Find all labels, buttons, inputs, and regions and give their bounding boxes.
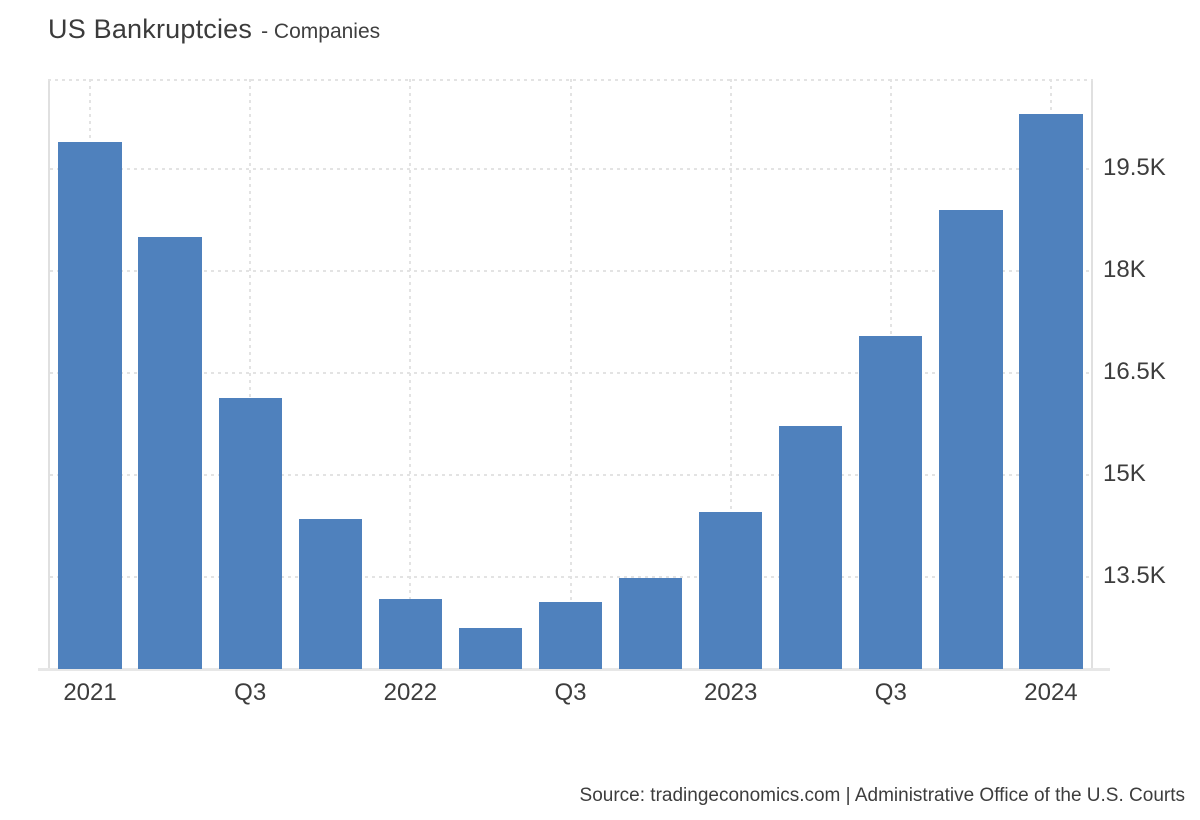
bar-2021-q1[interactable]: [58, 142, 122, 669]
bar-2024-q1[interactable]: [1019, 114, 1083, 669]
bar-2023-q3[interactable]: [859, 335, 923, 669]
bar-slot-2021-q4: [290, 79, 370, 669]
y-tick-label-15k: 15K: [1103, 459, 1146, 487]
x-tick-label-2021-q3: Q3: [234, 679, 267, 706]
bar-2021-q3[interactable]: [218, 397, 282, 669]
x-tick-label-2023-q1: 2023: [703, 679, 758, 706]
x-tick-label-2021-q1: 2021: [63, 679, 117, 706]
bar-slot-2022-q2: [450, 79, 530, 669]
bar-2022-q4[interactable]: [618, 577, 683, 669]
bar-slot-2023-q1: [691, 79, 771, 669]
y-tick-label-16.5k: 16.5K: [1103, 357, 1166, 385]
x-tick-label-2022-q3: Q3: [554, 679, 587, 706]
bar-2022-q3[interactable]: [538, 601, 603, 669]
x-tick-label-2022-q1: 2022: [383, 679, 438, 706]
x-tick-label-2023-q3: Q3: [874, 679, 907, 706]
v-gridline-2022-q1: [409, 79, 412, 669]
bar-slot-2022-q3: [530, 79, 610, 669]
bar-slot-2021-q3: [210, 79, 290, 669]
bar-2021-q2[interactable]: [138, 236, 202, 669]
bar-slot-2023-q2: [771, 79, 851, 669]
bar-slot-2024-q1: [1011, 79, 1091, 669]
v-gridline-2022-q3: [569, 79, 572, 669]
v-gridline-2023-q1: [729, 79, 732, 669]
y-tick-label-18k: 18K: [1103, 256, 1146, 283]
bar-2021-q4[interactable]: [298, 519, 362, 669]
chart-title: US Bankruptcies: [48, 14, 253, 44]
x-axis-line: [38, 668, 1110, 671]
x-tick-label-2024-q1: 2024: [1024, 679, 1078, 706]
bar-slot-2022-q1: [370, 79, 450, 669]
bar-2023-q4[interactable]: [939, 209, 1003, 669]
bar-2023-q1[interactable]: [699, 511, 763, 669]
bar-slot-2021-q1: [50, 79, 130, 669]
plot-area: 13.5K 15K 16.5K 18K 19.5K 2021 Q3 2022 Q3 2023 Q3…: [48, 79, 1166, 706]
bar-slot-2021-q2: [130, 79, 210, 669]
bar-2022-q2[interactable]: [458, 627, 523, 669]
y-tick-label-19.5k: 19.5K: [1103, 154, 1166, 182]
bar-slot-2023-q4: [931, 79, 1011, 669]
chart-subtitle: - Companies: [261, 20, 381, 43]
v-gridline-2021-q3: [249, 79, 252, 669]
bar-slot-2022-q4: [611, 79, 691, 669]
bars-layer: [50, 79, 1091, 669]
bar-2022-q1[interactable]: [378, 599, 442, 669]
bar-slot-2023-q3: [851, 79, 931, 669]
chart-header: US Bankruptcies - Companies: [48, 14, 380, 45]
bar-2023-q2[interactable]: [779, 425, 843, 669]
source-text: Source: tradingeconomics.com | Administr…: [579, 785, 1185, 806]
y-tick-label-13.5k: 13.5K: [1103, 561, 1166, 589]
